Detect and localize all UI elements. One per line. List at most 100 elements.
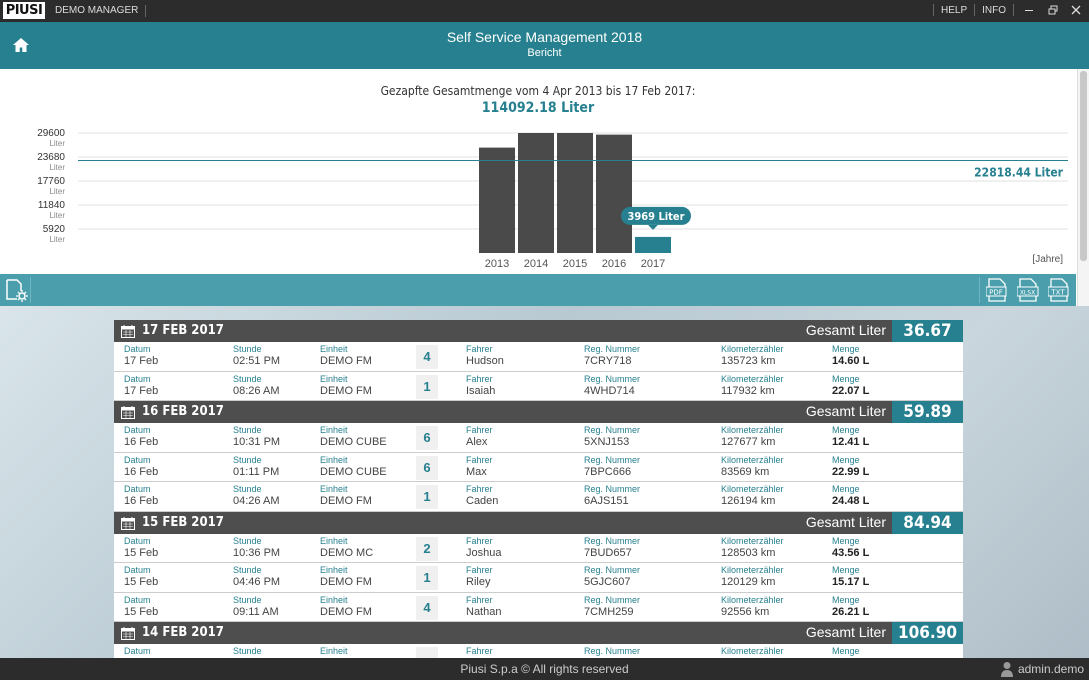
stunde-value: 04:46 PM bbox=[233, 576, 281, 588]
fahrer-value: Riley bbox=[466, 576, 491, 588]
cell-reg: Reg. Nummer 7BUD657 bbox=[584, 536, 640, 560]
fahrer-value: Hudson bbox=[466, 355, 504, 367]
cell-stunde: Stunde 10:31 PM bbox=[233, 425, 280, 449]
yearly-bar-chart: 5920Liter11840Liter17760Liter23680Liter2… bbox=[37, 128, 1068, 270]
transaction-row[interactable]: Datum 15 Feb Stunde 10:36 PM Einheit DEMO MC F… bbox=[114, 533, 963, 563]
stunde-value: 10:31 PM bbox=[233, 436, 281, 448]
x-axis-label: [Jahre] bbox=[1032, 254, 1063, 265]
cell-km: Kilometerzähler 127677 km bbox=[721, 425, 784, 449]
stunde-label: Stunde bbox=[233, 373, 262, 384]
y-tick-unit: Liter bbox=[49, 187, 65, 196]
transaction-row[interactable]: Datum 16 Feb Stunde 10:31 PM Einheit DEMO CUB… bbox=[114, 423, 963, 453]
menge-label: Menge bbox=[832, 646, 860, 656]
close-icon[interactable] bbox=[1071, 5, 1081, 15]
cell-einheit: Einheit DEMO CUBE bbox=[320, 425, 387, 449]
menge-label: Menge bbox=[832, 373, 860, 384]
km-label: Kilometerzähler bbox=[721, 535, 784, 546]
nozzle-number-badge: 4 bbox=[416, 595, 438, 620]
cell-einheit: Einheit DEMO CUBE bbox=[320, 455, 387, 479]
km-value: 135723 km bbox=[721, 355, 776, 367]
day-date: 14 FEB 2017 bbox=[142, 625, 224, 640]
cell-einheit: Einheit DEMO MC bbox=[320, 536, 373, 560]
reg-label: Reg. Nummer bbox=[584, 454, 641, 465]
report-settings-button[interactable] bbox=[3, 277, 31, 303]
restore-icon[interactable] bbox=[1048, 5, 1058, 15]
report-toolbar: PDF XLSX TXT bbox=[0, 274, 1076, 306]
transaction-row[interactable]: Datum 16 Feb Stunde 04:26 AM Einheit DEMO FM F… bbox=[114, 482, 963, 512]
cell-menge: Menge 43.56 L bbox=[832, 536, 869, 560]
help-link[interactable]: HELP bbox=[940, 4, 968, 16]
day-date: 16 FEB 2017 bbox=[142, 404, 224, 419]
reg-label: Reg. Nummer bbox=[584, 594, 641, 605]
minimize-icon[interactable] bbox=[1025, 9, 1033, 11]
xlsx-export-button[interactable]: XLSX bbox=[1016, 278, 1039, 302]
datum-value: 17 Feb bbox=[124, 355, 159, 367]
transaction-row[interactable]: Datum 15 Feb Stunde 04:46 PM Einheit DEMO FM F… bbox=[114, 563, 963, 593]
y-tick-label: 11840 bbox=[38, 200, 66, 211]
scrollbar-thumb[interactable] bbox=[1080, 71, 1087, 261]
datum-label: Datum bbox=[124, 344, 151, 354]
fahrer-label: Fahrer bbox=[466, 373, 493, 384]
total-label: Gesamt Liter bbox=[805, 403, 886, 419]
menge-label: Menge bbox=[832, 565, 860, 575]
calendar-icon bbox=[121, 627, 135, 640]
einheit-value: DEMO FM bbox=[320, 605, 372, 618]
app-name: DEMO MANAGER bbox=[55, 5, 147, 17]
y-tick-label: 29600 bbox=[37, 128, 65, 139]
bar-2016[interactable] bbox=[596, 134, 632, 253]
cell-stunde: Stunde 02:51 PM bbox=[233, 344, 280, 368]
pdf-export-button[interactable]: PDF bbox=[985, 278, 1008, 302]
x-tick-label: 2014 bbox=[524, 258, 548, 270]
bar-2017[interactable] bbox=[635, 236, 671, 253]
fahrer-label: Fahrer bbox=[466, 594, 493, 605]
reg-value: 4WHD714 bbox=[584, 384, 635, 397]
cell-fahrer: Fahrer Riley bbox=[466, 565, 493, 589]
menge-label: Menge bbox=[832, 454, 860, 465]
user-menu[interactable]: admin.demo bbox=[1000, 661, 1084, 677]
cell-datum: Datum 16 Feb bbox=[124, 484, 158, 508]
stunde-value: 04:26 AM bbox=[233, 495, 280, 507]
datum-label: Datum bbox=[124, 425, 151, 435]
y-tick-unit: Liter bbox=[49, 235, 65, 244]
calendar-icon bbox=[121, 516, 135, 530]
cell-reg: Reg. Nummer 4WHD714 bbox=[584, 374, 640, 398]
piusi-logo: PIUSI bbox=[3, 2, 45, 19]
tooltip-label: 3969 Liter bbox=[627, 210, 684, 223]
txt-export-button[interactable]: TXT bbox=[1047, 278, 1070, 302]
day-header: 14 FEB 2017 Gesamt Liter 106.90 bbox=[114, 622, 963, 644]
cell-menge: Menge 12.41 L bbox=[832, 425, 869, 449]
cell-datum: Datum 17 Feb bbox=[124, 374, 158, 398]
einheit-label: Einheit bbox=[320, 454, 348, 465]
cell-datum: Datum 16 Feb bbox=[124, 455, 158, 479]
transaction-row[interactable]: Datum 17 Feb Stunde 02:51 PM Einheit DEMO FM F… bbox=[114, 342, 963, 372]
divider bbox=[979, 277, 980, 303]
datum-value: 16 Feb bbox=[124, 465, 159, 478]
nozzle-number-badge: 6 bbox=[416, 426, 438, 450]
transaction-row[interactable]: Datum 17 Feb Stunde 08:26 AM Einheit DEMO FM F… bbox=[114, 371, 963, 401]
transaction-row[interactable]: Datum 15 Feb Stunde 09:11 AM Einheit DEMO FM F… bbox=[114, 592, 963, 622]
user-icon bbox=[1000, 662, 1013, 677]
km-label: Kilometerzähler bbox=[721, 373, 784, 384]
fahrer-label: Fahrer bbox=[466, 484, 493, 494]
bar-2015[interactable] bbox=[557, 133, 593, 253]
datum-value: 16 Feb bbox=[124, 495, 159, 507]
scrollbar[interactable] bbox=[1077, 69, 1089, 306]
cell-reg: Reg. Nummer 6AJS151 bbox=[584, 484, 640, 508]
km-value: 127677 km bbox=[721, 436, 776, 448]
home-icon[interactable] bbox=[12, 37, 30, 53]
stunde-value: 08:26 AM bbox=[233, 384, 280, 397]
stunde-value: 09:11 AM bbox=[233, 605, 279, 618]
bar-2013[interactable] bbox=[479, 147, 515, 253]
footer-bar: Piusi S.p.a © All rights reserved admin.… bbox=[0, 658, 1089, 680]
stunde-label: Stunde bbox=[233, 565, 262, 575]
transaction-row[interactable]: Datum Stunde Einheit Fahrer Reg. Nummer Kilom… bbox=[114, 644, 963, 658]
page-header: Self Service Management 2018 Bericht bbox=[0, 22, 1089, 69]
cell-einheit: Einheit DEMO FM bbox=[320, 484, 372, 508]
transaction-row[interactable]: Datum 16 Feb Stunde 01:11 PM Einheit DEMO CUB… bbox=[114, 452, 963, 482]
menge-label: Menge bbox=[832, 594, 860, 605]
info-link[interactable]: INFO bbox=[982, 4, 1006, 16]
bar-2014[interactable] bbox=[518, 133, 554, 253]
cell-stunde: Stunde 01:11 PM bbox=[233, 455, 279, 479]
divider bbox=[932, 4, 934, 16]
cell-reg: Reg. Nummer 7BPC666 bbox=[584, 455, 640, 479]
